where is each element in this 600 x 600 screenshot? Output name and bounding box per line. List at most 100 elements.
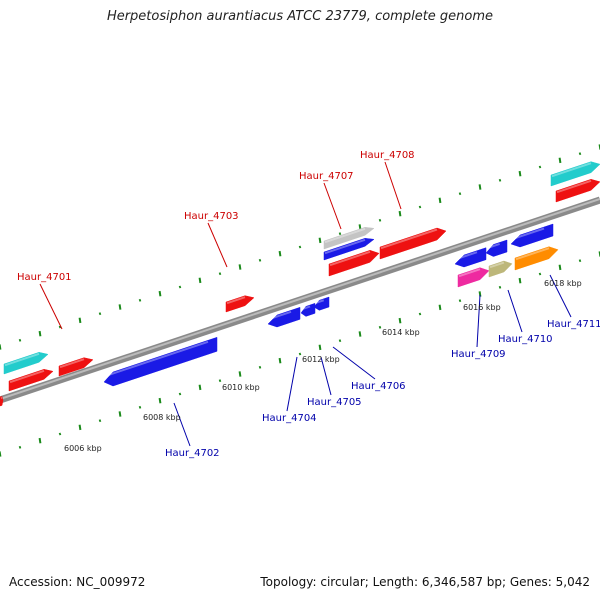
- gene-label: Haur_4708: [360, 150, 415, 161]
- tick-mark: [458, 299, 462, 303]
- tick-mark: [498, 285, 502, 289]
- gene-red-upper-shine: [226, 296, 246, 305]
- tick-mark: [58, 325, 62, 329]
- tick-mark: [398, 317, 402, 324]
- kbp-label: 6010 kbp: [222, 383, 260, 392]
- tick-mark: [398, 210, 402, 217]
- gene-red-left-b-shine: [59, 358, 85, 369]
- gene-blue-4710a-shine: [511, 227, 545, 241]
- gene-blue-upper: [323, 238, 375, 261]
- leader-line: [173, 402, 191, 447]
- gene-label: Haur_4709: [451, 349, 506, 360]
- gene-blue-4709a-shine: [455, 251, 478, 261]
- labels: 6006 kbp 6008 kbp 6010 kbp 6012 kbp 6014 kbp…: [17, 150, 600, 459]
- gene-label: Haur_4702: [165, 448, 220, 459]
- gene-label: Haur_4703: [184, 211, 239, 222]
- tick-mark: [378, 325, 382, 329]
- tick-mark: [318, 344, 322, 351]
- tick-mark: [258, 258, 262, 262]
- gene-label: Haur_4710: [498, 334, 553, 345]
- gene-label: Haur_4711: [547, 319, 600, 330]
- tick-mark: [418, 205, 422, 209]
- tick-mark: [578, 259, 582, 263]
- leader-line: [323, 182, 342, 230]
- gene-blue-4704: [267, 306, 301, 328]
- tick-mark: [538, 272, 542, 276]
- gene-red-left-b: [58, 357, 94, 377]
- accession-text: Accession: NC_009972: [9, 575, 146, 589]
- tick-mark: [418, 312, 422, 316]
- tick-mark: [278, 357, 282, 364]
- tick-mark: [458, 192, 462, 196]
- tick-mark: [78, 317, 82, 324]
- kbp-label: 6008 kbp: [143, 413, 181, 422]
- gene-red-4707: [328, 250, 380, 277]
- leader-line: [332, 346, 376, 380]
- tick-mark: [558, 157, 562, 164]
- tick-mark: [58, 432, 62, 436]
- lower-tick-row: [0, 251, 600, 457]
- gene-red-left-a-shine: [9, 369, 45, 384]
- tick-mark: [338, 232, 342, 236]
- gene-blue-4704-shine: [268, 310, 292, 321]
- tick-mark: [178, 285, 182, 289]
- leader-line: [507, 289, 523, 333]
- tick-mark: [438, 304, 442, 311]
- tick-mark: [478, 184, 482, 190]
- tick-mark: [18, 445, 22, 449]
- kbp-label: 6018 kbp: [544, 279, 582, 288]
- tick-mark: [538, 165, 542, 169]
- gene-red-edge: [0, 396, 4, 407]
- tick-mark: [258, 365, 262, 369]
- kbp-label: 6012 kbp: [302, 355, 340, 364]
- gene-label: Haur_4707: [299, 171, 354, 182]
- leader-line: [207, 222, 228, 268]
- gene-blue-4710a: [510, 223, 554, 248]
- gene-label: Haur_4705: [307, 397, 362, 408]
- gene-khaki-4710-shine: [489, 261, 505, 269]
- tick-mark: [98, 419, 102, 423]
- gene-red-4708-shine: [380, 228, 438, 250]
- tick-mark: [18, 338, 22, 342]
- map-title: Herpetosiphon aurantiacus ATCC 23779, co…: [106, 9, 494, 24]
- tick-mark: [118, 411, 122, 417]
- backbone: [0, 196, 600, 404]
- genes: [0, 161, 600, 407]
- gene-label: Haur_4701: [17, 272, 72, 283]
- tick-mark: [298, 245, 302, 249]
- tick-mark: [358, 331, 362, 337]
- kbp-label: 6006 kbp: [64, 444, 102, 453]
- kbp-label: 6014 kbp: [382, 328, 420, 337]
- gene-grey: [323, 227, 375, 250]
- topology-stats-text: Topology: circular; Length: 6,346,587 bp…: [260, 575, 590, 589]
- tick-mark: [78, 424, 82, 431]
- leader-line: [384, 161, 402, 210]
- tick-mark: [558, 264, 562, 271]
- gene-blue-4706-shine: [314, 299, 325, 305]
- gene-blue-4709b-shine: [486, 243, 500, 250]
- gene-blue-4705: [300, 302, 316, 317]
- tick-mark: [218, 379, 222, 383]
- tick-rows: [0, 144, 600, 457]
- tick-mark: [138, 298, 142, 302]
- leader-line: [39, 283, 63, 330]
- gene-grey-shine: [324, 227, 366, 244]
- gene-red-right: [555, 179, 600, 203]
- tick-mark: [158, 290, 162, 297]
- tick-mark: [38, 437, 42, 444]
- gene-cyan-left: [3, 352, 49, 375]
- tick-mark: [498, 178, 502, 182]
- tick-mark: [298, 352, 302, 356]
- tick-mark: [198, 277, 202, 284]
- tick-mark: [198, 384, 202, 391]
- gene-blue-4705-shine: [301, 305, 311, 311]
- leader-line: [286, 356, 298, 412]
- tick-mark: [278, 250, 282, 257]
- tick-mark: [178, 392, 182, 396]
- gene-blue-4702-shine: [104, 340, 209, 378]
- tick-mark: [138, 405, 142, 409]
- tick-mark: [438, 197, 442, 204]
- tick-mark: [38, 330, 42, 337]
- tick-mark: [238, 371, 242, 377]
